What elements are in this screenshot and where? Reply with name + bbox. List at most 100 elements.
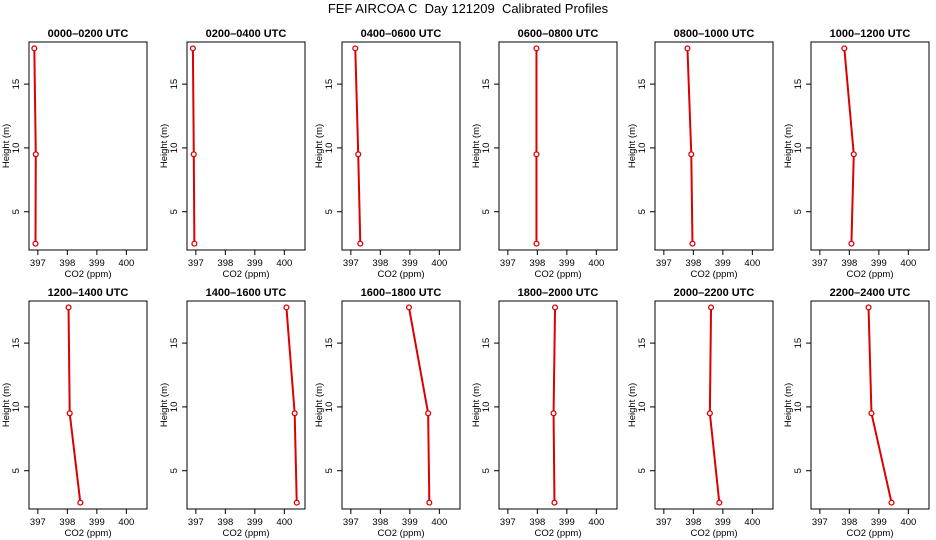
x-tick-label: 400: [118, 258, 134, 269]
plot-frame: [810, 41, 930, 251]
panel-title: 1000–1200 UTC: [830, 28, 911, 40]
x-tick-label: 400: [276, 517, 292, 528]
x-axis-label: CO2 (ppm): [847, 528, 894, 539]
data-point: [533, 151, 540, 158]
data-point: [189, 45, 196, 52]
y-tick-label: 10: [324, 143, 335, 154]
y-tick-label: 15: [169, 79, 180, 90]
profile-line: [867, 307, 893, 503]
panel-title: 1600–1800 UTC: [361, 287, 442, 299]
y-tick-label: 5: [324, 209, 335, 214]
x-tick-label: 399: [402, 258, 418, 269]
profile-panel: 0400–0600 UTC 397 398 399 400 CO2 (ppm) 5 10 15 H…: [314, 28, 461, 280]
data-point: [841, 45, 848, 52]
y-axis-label: Height (m): [314, 124, 325, 168]
data-point: [66, 410, 73, 417]
y-tick-label: 10: [169, 402, 180, 413]
data-point: [405, 304, 413, 311]
profile-panel: 1800–2000 UTC 397 398 399 400 CO2 (ppm) 5 10 15 H…: [471, 287, 618, 539]
x-tick-label: 397: [500, 517, 516, 528]
x-tick-label: 399: [402, 517, 418, 528]
data-point: [191, 240, 198, 247]
y-tick-label: 15: [324, 338, 335, 349]
y-tick-label: 5: [793, 209, 804, 214]
panel-title: 1800–2000 UTC: [518, 287, 599, 299]
y-axis-label: Height (m): [471, 124, 482, 168]
y-tick-label: 10: [11, 143, 22, 154]
y-tick-label: 10: [637, 402, 648, 413]
x-tick-label: 400: [431, 258, 447, 269]
profile-panel: 2200–2400 UTC 397 398 399 400 CO2 (ppm) 5 10 15 H…: [783, 287, 930, 539]
panel-title: 0000–0200 UTC: [48, 28, 129, 40]
x-tick-label: 400: [118, 517, 134, 528]
x-tick-label: 399: [871, 258, 887, 269]
data-point: [293, 499, 300, 506]
y-axis-label: Height (m): [783, 124, 794, 168]
data-point: [688, 151, 695, 158]
plot-frame: [341, 41, 461, 251]
x-tick-label: 398: [372, 258, 388, 269]
x-axis-label: CO2 (ppm): [223, 269, 270, 280]
y-tick-label: 10: [637, 143, 648, 154]
x-tick-label: 398: [529, 517, 545, 528]
y-tick-label: 10: [169, 143, 180, 154]
data-point: [689, 240, 696, 247]
x-tick-label: 399: [559, 517, 575, 528]
plot-frame: [810, 300, 930, 510]
x-tick-label: 400: [276, 258, 292, 269]
profile-panel: 1400–1600 UTC 397 398 399 400 CO2 (ppm) 5 10 15 H…: [159, 287, 306, 539]
data-point: [684, 45, 691, 52]
x-axis-label: CO2 (ppm): [378, 269, 425, 280]
y-axis-label: Height (m): [314, 383, 325, 427]
x-tick-label: 399: [715, 517, 731, 528]
data-point: [77, 499, 84, 506]
profile-line: [191, 48, 196, 244]
y-axis-label: Height (m): [159, 383, 170, 427]
panel-title: 0200–0400 UTC: [206, 28, 287, 40]
x-tick-label: 399: [715, 258, 731, 269]
y-tick-label: 15: [793, 79, 804, 90]
x-tick-label: 398: [217, 258, 233, 269]
x-tick-label: 400: [588, 258, 604, 269]
y-tick-label: 15: [481, 338, 492, 349]
x-tick-label: 397: [188, 258, 204, 269]
x-axis-label: CO2 (ppm): [691, 269, 738, 280]
y-axis-label: Height (m): [159, 124, 170, 168]
data-point: [357, 240, 364, 247]
data-point: [707, 304, 715, 311]
y-tick-label: 15: [11, 79, 22, 90]
x-tick-label: 398: [685, 517, 701, 528]
data-point: [551, 304, 559, 311]
panel-title: 2000–2200 UTC: [674, 287, 755, 299]
x-tick-label: 397: [30, 517, 46, 528]
profile-panel: 1000–1200 UTC 397 398 399 400 CO2 (ppm) 5 10 15 H…: [783, 28, 930, 280]
y-tick-label: 5: [481, 209, 492, 214]
data-point: [426, 499, 433, 506]
data-point: [352, 45, 359, 52]
data-point: [283, 304, 290, 311]
profile-panel: 0600–0800 UTC 397 398 399 400 CO2 (ppm) 5 10 15 H…: [471, 28, 618, 280]
plot-frame: [341, 300, 461, 510]
x-tick-label: 398: [217, 517, 233, 528]
y-axis-label: Height (m): [783, 383, 794, 427]
y-tick-label: 15: [324, 79, 335, 90]
plot-frame: [186, 41, 306, 251]
x-tick-label: 397: [656, 258, 672, 269]
profile-panel: 0000–0200 UTC 397 398 399 400 CO2 (ppm) 5 10 15 H…: [1, 28, 148, 280]
x-tick-label: 399: [89, 517, 105, 528]
y-axis-label: Height (m): [627, 383, 638, 427]
data-point: [716, 499, 723, 506]
y-tick-label: 5: [169, 209, 180, 214]
data-point: [32, 240, 39, 247]
x-axis-label: CO2 (ppm): [65, 528, 112, 539]
plot-frame: [28, 41, 148, 251]
x-tick-label: 400: [744, 517, 760, 528]
chart-main-title: FEF AIRCOA C Day 121209 Calibrated Profi…: [327, 1, 609, 16]
x-axis-label: CO2 (ppm): [65, 269, 112, 280]
x-tick-label: 397: [343, 517, 359, 528]
profile-panel: 0200–0400 UTC 397 398 399 400 CO2 (ppm) 5 10 15 H…: [159, 28, 306, 280]
data-point: [32, 151, 39, 158]
data-point: [355, 151, 362, 158]
x-axis-label: CO2 (ppm): [378, 528, 425, 539]
x-tick-label: 400: [900, 258, 916, 269]
